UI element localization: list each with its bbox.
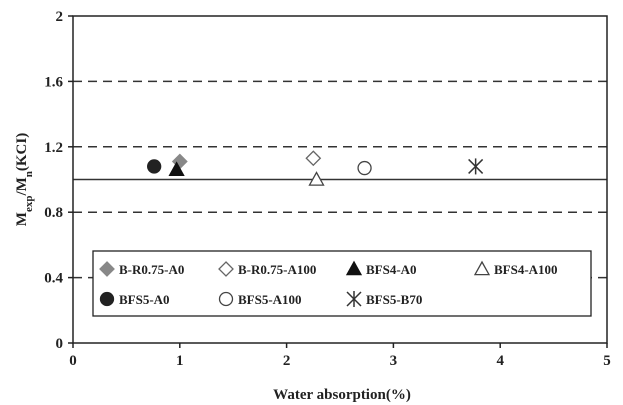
- legend-label: BFS5-A0: [119, 292, 170, 307]
- legend-marker: [218, 291, 234, 307]
- y-axis-title-mid: /M: [14, 177, 30, 196]
- marker-diamond: [305, 150, 322, 167]
- legend-label: BFS5-B70: [366, 292, 422, 307]
- data-point-bfs4-a100: [308, 171, 325, 186]
- marker-circle: [147, 159, 162, 174]
- marker-circle: [99, 291, 115, 307]
- y-axis-title-sub2: n: [23, 171, 35, 177]
- legend-item: B-R0.75-A100: [218, 261, 316, 277]
- legend-marker: [473, 260, 491, 276]
- legend-marker: [99, 291, 115, 307]
- legend: B-R0.75-A0 B-R0.75-A100 BFS4-A0 BFS4-A100 BF…: [92, 250, 592, 317]
- legend-label: B-R0.75-A100: [238, 262, 316, 277]
- legend-item: BFS5-A0: [99, 291, 170, 307]
- legend-label: BFS4-A100: [494, 262, 558, 277]
- x-axis-title: Water absorption(%): [273, 387, 411, 403]
- marker-triangle: [308, 171, 325, 186]
- legend-item: B-R0.75-A0: [99, 261, 184, 277]
- data-point-bfs5-a0: [147, 159, 162, 174]
- x-tick-label: 3: [390, 353, 398, 369]
- y-axis-title-sub1: exp: [23, 196, 35, 213]
- legend-marker: [345, 260, 363, 276]
- data-point-bfs5-b70: [468, 158, 484, 175]
- ticks-layer: 0 1 2 3 4 5 0 0.4 0.8 1.2 1.6 2: [44, 9, 611, 369]
- x-tick-label: 4: [496, 353, 504, 369]
- y-tick-label: 1.2: [44, 140, 63, 156]
- x-tick-label: 2: [283, 353, 291, 369]
- y-tick-label: 0.8: [44, 205, 63, 221]
- legend-box: [92, 250, 592, 317]
- x-tick-label: 5: [603, 353, 611, 369]
- data-point-b-r0.75-a100: [305, 150, 322, 167]
- y-tick-label: 0: [56, 336, 64, 352]
- y-tick-label: 2: [56, 9, 64, 25]
- legend-marker: [346, 291, 362, 307]
- y-axis-title-main: M: [14, 212, 30, 226]
- legend-label: BFS5-A100: [238, 292, 302, 307]
- y-axis-title: Mexp/Mn(KCI): [14, 133, 35, 226]
- legend-marker: [99, 261, 115, 277]
- y-axis-title-tail: (KCI): [14, 133, 30, 171]
- grid-layer: [73, 80, 607, 279]
- marker-triangle: [345, 260, 363, 276]
- marker-circle: [218, 291, 234, 307]
- marker-triangle: [168, 161, 185, 176]
- marker-triangle: [473, 260, 491, 276]
- plot-frame: [72, 15, 608, 344]
- legend-marker: [218, 261, 234, 277]
- legend-label: B-R0.75-A0: [119, 262, 184, 277]
- marker-diamond: [99, 261, 115, 277]
- marker-diamond: [218, 261, 234, 277]
- x-tick-label: 1: [176, 353, 184, 369]
- legend-item: BFS4-A100: [473, 260, 558, 277]
- x-tick-label: 0: [69, 353, 77, 369]
- y-tick-label: 0.4: [44, 271, 63, 287]
- points-layer: [147, 150, 484, 186]
- marker-circle: [357, 160, 372, 176]
- legend-label: BFS4-A0: [366, 262, 417, 277]
- data-point-bfs4-a0: [168, 161, 185, 176]
- data-point-bfs5-a100: [357, 160, 372, 176]
- legend-item: BFS5-A100: [218, 291, 302, 307]
- y-tick-label: 1.6: [44, 74, 63, 90]
- legend-item: BFS5-B70: [346, 291, 422, 307]
- legend-item: BFS4-A0: [345, 260, 417, 277]
